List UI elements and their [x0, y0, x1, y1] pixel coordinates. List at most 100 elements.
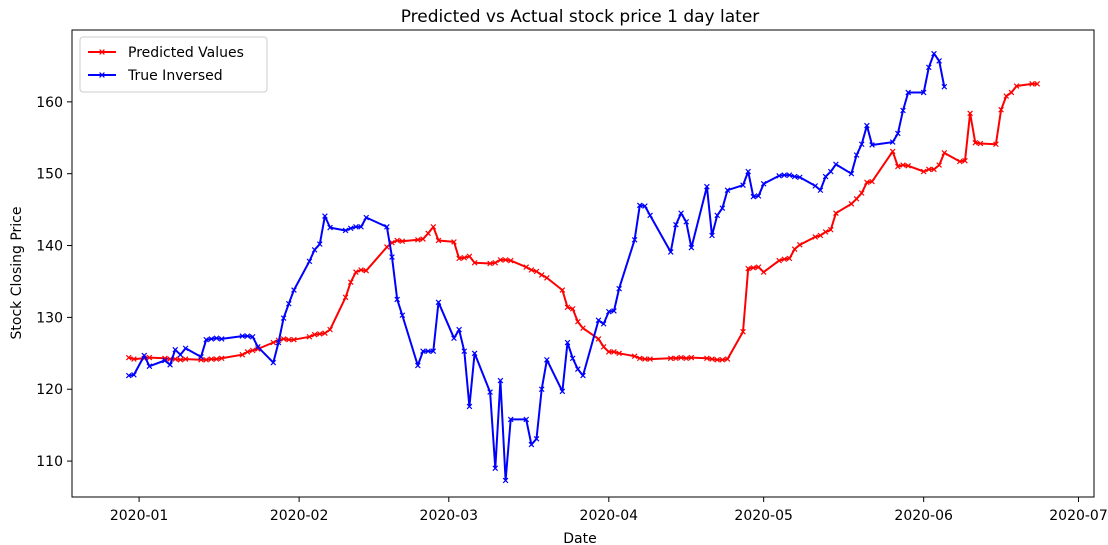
x-tick-label: 2020-02 — [270, 508, 329, 524]
data-point-true-inversed — [848, 170, 855, 177]
data-point-true-inversed — [327, 224, 333, 231]
data-point-predicted-values — [306, 333, 313, 340]
data-point-true-inversed — [936, 58, 942, 64]
data-point-predicted-values — [347, 279, 354, 286]
data-point-predicted-values — [631, 353, 638, 360]
data-point-predicted-values — [941, 150, 948, 156]
data-point-true-inversed — [167, 361, 173, 368]
data-point-predicted-values — [595, 336, 602, 342]
data-point-true-inversed — [724, 187, 731, 194]
data-point-predicted-values — [786, 255, 793, 262]
data-point-true-inversed — [487, 389, 493, 395]
data-point-predicted-values — [889, 148, 896, 155]
data-point-predicted-values — [131, 356, 137, 362]
data-point-true-inversed — [399, 312, 406, 319]
data-point-predicted-values — [399, 238, 406, 245]
data-point-predicted-values — [936, 162, 942, 168]
legend: Predicted Values True Inversed — [79, 36, 268, 93]
data-point-true-inversed — [714, 212, 721, 219]
data-point-true-inversed — [415, 362, 421, 369]
data-point-true-inversed — [781, 172, 788, 178]
data-point-predicted-values — [719, 356, 726, 363]
data-point-true-inversed — [817, 187, 824, 194]
data-point-true-inversed — [285, 300, 292, 307]
data-point-true-inversed — [688, 244, 695, 251]
x-tick-label: 2020-01 — [110, 508, 169, 524]
data-point-predicted-values — [611, 349, 617, 355]
data-point-predicted-values — [322, 330, 328, 337]
data-point-true-inversed — [316, 241, 323, 247]
data-point-predicted-values — [502, 257, 509, 263]
data-point-true-inversed — [389, 254, 395, 260]
data-point-predicted-values — [600, 344, 607, 350]
data-point-predicted-values — [1013, 83, 1020, 89]
data-point-predicted-values — [667, 355, 674, 362]
data-point-true-inversed — [291, 287, 297, 293]
data-point-true-inversed — [425, 348, 431, 354]
data-point-true-inversed — [451, 335, 457, 342]
data-point-predicted-values — [709, 356, 715, 362]
data-point-predicted-values — [291, 336, 297, 343]
data-point-predicted-values — [316, 331, 323, 337]
data-point-true-inversed — [760, 180, 767, 187]
data-point-true-inversed — [704, 183, 710, 190]
data-point-true-inversed — [146, 363, 153, 370]
data-point-true-inversed — [141, 352, 148, 359]
data-point-true-inversed — [941, 83, 948, 90]
data-point-predicted-values — [822, 229, 829, 235]
data-point-true-inversed — [900, 107, 906, 114]
data-point-true-inversed — [905, 89, 912, 96]
data-point-true-inversed — [569, 355, 576, 362]
data-point-true-inversed — [208, 336, 215, 342]
data-point-true-inversed — [162, 357, 168, 364]
series-line-predicted-values — [128, 82, 1038, 361]
data-point-true-inversed — [869, 142, 875, 148]
data-point-predicted-values — [280, 336, 287, 342]
data-point-true-inversed — [631, 236, 638, 243]
data-point-predicted-values — [239, 351, 246, 358]
data-point-predicted-values — [363, 267, 370, 274]
data-point-predicted-values — [285, 336, 292, 343]
data-point-predicted-values — [688, 354, 695, 361]
data-point-predicted-values — [471, 259, 478, 266]
data-point-predicted-values — [858, 190, 865, 196]
data-point-true-inversed — [471, 350, 478, 357]
y-tick-label: 120 — [36, 382, 63, 398]
data-point-true-inversed — [538, 386, 545, 393]
data-point-true-inversed — [131, 372, 137, 378]
data-point-true-inversed — [745, 168, 751, 175]
data-point-predicted-values — [213, 356, 220, 362]
data-point-predicted-values — [967, 110, 973, 117]
data-point-true-inversed — [177, 351, 184, 358]
data-point-true-inversed — [213, 335, 220, 342]
data-point-predicted-values — [564, 304, 571, 311]
legend-marker-true-inversed — [99, 72, 105, 78]
y-axis-label: Stock Closing Price — [9, 207, 25, 340]
data-point-true-inversed — [636, 202, 643, 209]
data-point-true-inversed — [492, 465, 499, 472]
data-point-predicted-values — [538, 272, 545, 278]
y-tick-label: 160 — [36, 95, 63, 111]
data-point-predicted-values — [1034, 81, 1041, 87]
data-point-true-inversed — [683, 219, 690, 225]
data-point-predicted-values — [533, 268, 540, 275]
data-point-true-inversed — [358, 224, 364, 230]
data-point-predicted-values — [270, 339, 277, 346]
data-point-true-inversed — [667, 249, 674, 255]
data-point-predicted-values — [353, 269, 359, 275]
data-point-predicted-values — [559, 287, 566, 293]
data-point-predicted-values — [162, 355, 168, 362]
data-point-true-inversed — [507, 416, 514, 423]
data-point-predicted-values — [760, 269, 767, 275]
x-tick-label: 2020-05 — [734, 508, 793, 524]
data-point-predicted-values — [673, 355, 679, 362]
data-point-true-inversed — [796, 174, 803, 181]
data-point-predicted-values — [745, 265, 751, 272]
data-point-predicted-values — [420, 236, 426, 242]
data-point-true-inversed — [616, 285, 622, 292]
data-point-true-inversed — [812, 183, 819, 189]
data-point-predicted-values — [218, 355, 225, 362]
data-point-predicted-values — [869, 178, 875, 185]
